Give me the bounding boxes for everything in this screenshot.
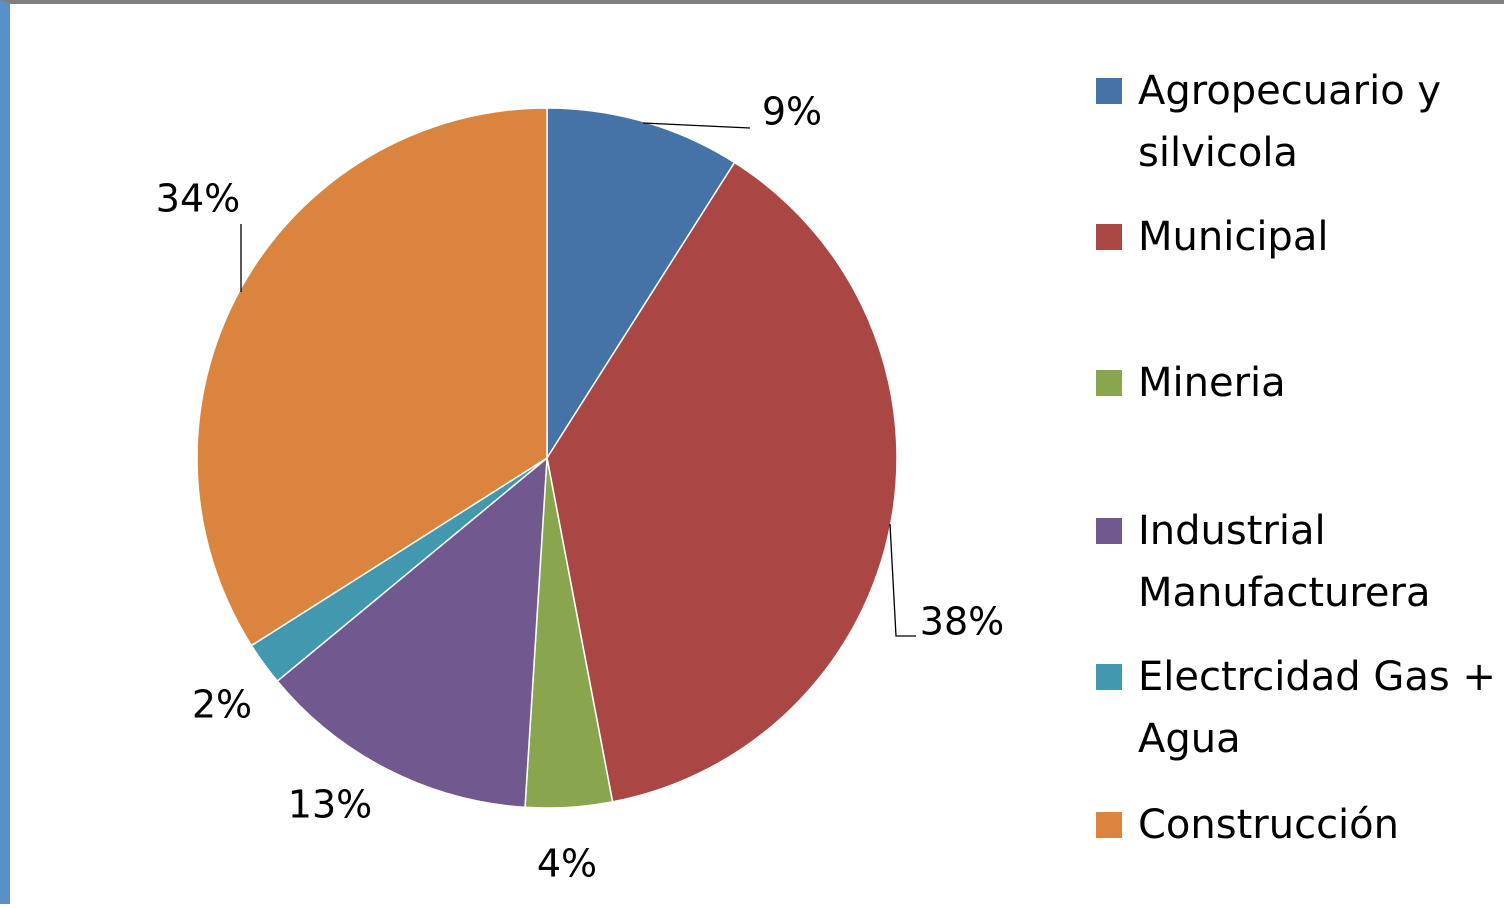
legend-swatch-construccion [1096, 812, 1122, 838]
legend-swatch-mineria [1096, 370, 1122, 396]
data-label-industrial: 13% [288, 783, 372, 827]
legend-label-industrial: Industrial Manufacturera [1138, 508, 1431, 616]
pie-chart: 9% 38% 4% 13% 2% 34% [156, 90, 1004, 886]
data-label-construccion: 34% [156, 177, 240, 221]
legend-swatch-electricidad [1096, 664, 1122, 690]
legend-swatch-agropecuario [1096, 78, 1122, 104]
data-label-electricidad: 2% [192, 683, 252, 727]
data-label-mineria: 4% [537, 842, 597, 886]
legend-swatch-municipal [1096, 224, 1122, 250]
leader-lines [240, 122, 916, 637]
legend-label-municipal: Municipal [1138, 214, 1329, 260]
pie-slices [196, 107, 898, 809]
pie-slice-construccion [196, 107, 548, 647]
legend-swatch-industrial [1096, 518, 1122, 544]
legend-label-electricidad: Electrcidad Gas + Agua [1138, 654, 1496, 762]
leader-line-agropecuario [642, 122, 751, 129]
legend-label-agropecuario: Agropecuario y silvicola [1138, 68, 1442, 176]
legend-label-construccion: Construcción [1138, 802, 1399, 848]
legend: Agropecuario y silvicola Municipal Miner… [1096, 4, 1504, 908]
pie-slice-industrial [276, 456, 548, 809]
data-labels: 9% 38% 4% 13% 2% 34% [156, 90, 1004, 886]
data-label-municipal: 38% [920, 600, 1004, 644]
leader-line-municipal [889, 523, 916, 637]
legend-label-mineria: Mineria [1138, 360, 1286, 406]
data-label-agropecuario: 9% [762, 90, 822, 134]
pie-slice-municipal [546, 161, 898, 803]
pie-slice-agropecuario [546, 107, 736, 461]
